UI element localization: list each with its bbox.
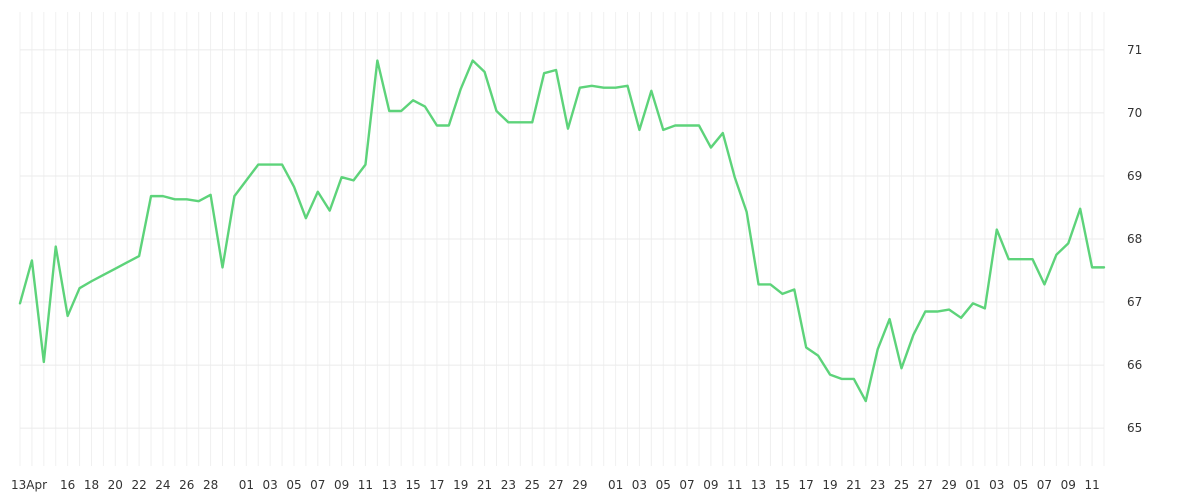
x-tick-label: 21 [477, 478, 492, 492]
x-tick-label: 05 [656, 478, 671, 492]
x-tick-label: 21 [846, 478, 861, 492]
y-tick-label: 69 [1127, 169, 1142, 183]
y-tick-label: 67 [1127, 295, 1142, 309]
y-tick-label: 65 [1127, 421, 1142, 435]
x-tick-label: 28 [203, 478, 218, 492]
x-tick-label: 03 [632, 478, 647, 492]
x-tick-label: 18 [84, 478, 99, 492]
x-tick-label: 13 [382, 478, 397, 492]
horizontal-gridlines [20, 49, 1104, 429]
x-tick-label: 11 [358, 478, 373, 492]
x-tick-label: 11 [1084, 478, 1099, 492]
x-tick-label: 01 [239, 478, 254, 492]
x-tick-label: 29 [942, 478, 957, 492]
x-tick-label: 09 [1061, 478, 1076, 492]
x-tick-label: 24 [155, 478, 170, 492]
x-tick-label: 09 [703, 478, 718, 492]
x-tick-label: 07 [1037, 478, 1052, 492]
x-tick-label: 23 [870, 478, 885, 492]
series-points [19, 59, 1105, 402]
x-tick-label: 11 [727, 478, 742, 492]
x-tick-label: 13 [751, 478, 766, 492]
x-tick-label: 03 [263, 478, 278, 492]
x-tick-label: 17 [799, 478, 814, 492]
x-tick-label: 27 [548, 478, 563, 492]
x-tick-label: 25 [525, 478, 540, 492]
x-tick-label: 15 [775, 478, 790, 492]
y-tick-label: 68 [1127, 232, 1142, 246]
x-tick-label: 05 [1013, 478, 1028, 492]
x-tick-label: 07 [310, 478, 325, 492]
x-tick-label: 16 [60, 478, 75, 492]
x-tick-label: 19 [453, 478, 468, 492]
x-tick-label: 09 [334, 478, 349, 492]
x-tick-label: 27 [918, 478, 933, 492]
x-tick-label: 15 [405, 478, 420, 492]
x-tick-label: 20 [108, 478, 123, 492]
x-tick-label: 03 [989, 478, 1004, 492]
y-tick-label: 70 [1127, 106, 1142, 120]
x-tick-label: 13Apr [11, 478, 47, 492]
x-tick-label: 01 [608, 478, 623, 492]
y-axis: 65 66 67 68 69 70 71 [1127, 43, 1142, 435]
x-tick-label: 26 [179, 478, 194, 492]
y-tick-label: 71 [1127, 43, 1142, 57]
x-tick-label: 17 [429, 478, 444, 492]
x-tick-label: 05 [286, 478, 301, 492]
series-line [18, 59, 1106, 403]
x-tick-label: 25 [894, 478, 909, 492]
x-tick-label: 01 [965, 478, 980, 492]
x-tick-label: 07 [679, 478, 694, 492]
x-tick-label: 22 [131, 478, 146, 492]
x-tick-label: 19 [822, 478, 837, 492]
x-tick-label: 23 [501, 478, 516, 492]
x-axis: 13Apr 16 18 20 22 24 26 28 01 03 05 07 09 11 13 15 17 19 2… [11, 478, 1100, 492]
x-tick-label: 29 [572, 478, 587, 492]
y-tick-label: 66 [1127, 358, 1142, 372]
